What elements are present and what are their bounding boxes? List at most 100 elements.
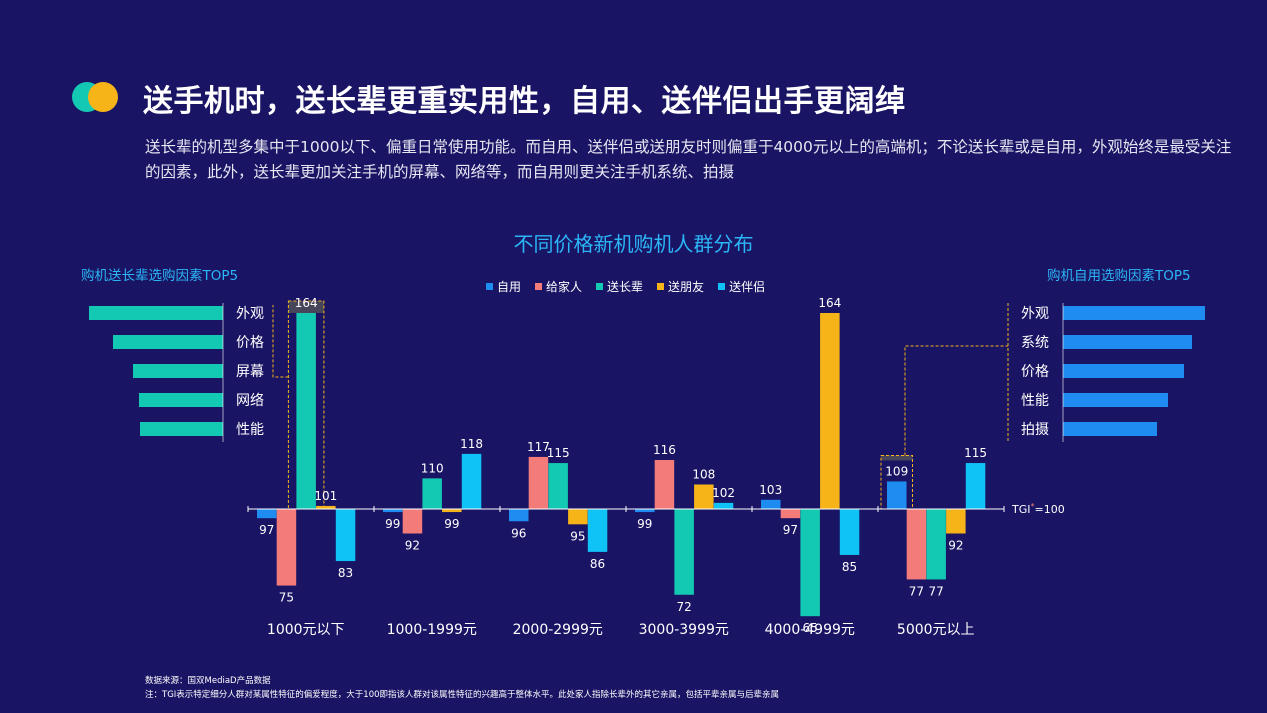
right-factor-label: 价格 [1021,364,1049,380]
highlight-cap [288,301,324,313]
bar-value-label: 92 [948,539,963,553]
bar-value-label: 85 [842,560,857,574]
connector-left [272,305,289,378]
legend-label: 送长辈 [607,280,644,294]
bar [257,509,277,519]
bar [587,509,608,552]
legend-item: 给家人 [535,278,582,295]
bar [335,509,356,562]
left-factor-bar [113,335,223,349]
bar [887,481,907,509]
legend-swatch [596,283,604,290]
footnotes: 数据来源：国双MediaD产品数据 注：TGI表示特定细分人群对某属性特征的偏爱… [145,674,779,702]
page-title: 送手机时，送长辈更重实用性，自用、送伴侣出手更阔绰 [143,84,906,119]
legend-item: 自用 [486,278,521,295]
bar [461,453,482,509]
bar-value-label: 115 [547,446,570,460]
bar [906,509,927,580]
bar-value-label: 103 [759,483,782,497]
bar [800,509,820,617]
bar [761,499,781,509]
left-factor-bar [138,393,223,407]
bar-value-label: 72 [677,600,692,614]
bar-value-label: 118 [460,437,483,451]
bar [694,484,714,509]
tgi-definition-note: 注：TGI表示特定细分人群对某属性特征的偏爱程度，大于100即指该人群对该属性特… [145,690,780,700]
right-factor-label: 外观 [1021,306,1049,322]
legend-item: 送长辈 [596,278,643,295]
right-factor-bar [1063,335,1193,349]
bar [946,509,966,534]
bar [635,509,655,513]
right-factor-bar [1063,306,1205,320]
bar-value-label: 116 [653,443,676,457]
right-factor-bar [1063,393,1169,407]
bar-value-label: 77 [909,584,924,598]
logo-yellow-circle [88,82,118,112]
connector-lines [222,300,1064,510]
bar-value-label: 65 [803,621,818,635]
bar [713,502,734,509]
chart-bars [257,313,986,617]
bar-value-label: 97 [259,523,274,537]
legend-swatch [486,283,493,290]
category-label: 3000-3999元 [639,622,729,638]
bar [442,509,462,513]
bar-value-label: 117 [527,440,550,454]
baseline-label: TGI*=100 [1011,502,1065,516]
left-factor-bar [139,422,223,436]
bar-value-label: 99 [385,517,400,531]
legend-label: 送朋友 [668,280,705,294]
bar-value-label: 86 [590,557,605,571]
bar [926,509,946,580]
left-factor-label: 性能 [236,422,264,438]
bar-value-label: 108 [692,468,715,482]
bar-value-label: 97 [783,523,798,537]
bar [276,509,297,586]
bar-value-label: 110 [421,461,444,475]
category-label: 1000元以下 [267,622,345,638]
bar [402,509,423,534]
legend-label: 给家人 [546,280,583,294]
legend-label: 自用 [497,280,522,294]
bar [548,463,568,509]
connector-right [904,345,1008,456]
legend-swatch [657,283,665,290]
bar-value-label: 83 [338,566,353,580]
bar-value-label: 75 [279,591,294,605]
bar [780,509,801,519]
category-label: 5000元以上 [897,622,975,638]
bar-value-label: 109 [885,464,908,478]
bar-value-label: 101 [314,489,337,503]
highlight-cap [881,455,913,461]
left-factor-bar [89,306,223,320]
bar [509,509,529,522]
left-factor-label: 屏幕 [236,364,264,380]
left-panel-title: 购机送长辈选购因素TOP5 [81,268,239,284]
chart-legend: 自用 给家人 送长辈 送朋友 送伴侣 [486,278,765,295]
bar-value-label: 96 [511,526,526,540]
bar [528,456,549,509]
category-label: 1000-1999元 [387,622,477,638]
bar [674,509,694,595]
bar-value-label: 164 [818,296,841,310]
bar [568,509,588,525]
bar [654,460,675,509]
right-factor-label: 拍摄 [1021,422,1049,438]
category-label: 4000-4999元 [765,622,855,638]
bar [316,505,336,509]
right-factor-label: 系统 [1021,335,1049,351]
category-label: 2000-2999元 [513,622,603,638]
bar-value-label: 99 [637,517,652,531]
data-source-note: 数据来源：国双MediaD产品数据 [145,676,271,686]
right-factor-label: 性能 [1021,393,1049,409]
bar-value-label: 102 [712,486,735,500]
right-factor-bar [1063,422,1157,436]
bar [296,313,316,509]
chart-x-axis: 1000元以下 1000-1999元 2000-2999元 3000-3999元 400… [247,506,1005,638]
left-factor-label: 网络 [236,393,264,409]
right-factor-bar [1063,364,1184,378]
bar [422,478,442,509]
bar [383,509,403,513]
